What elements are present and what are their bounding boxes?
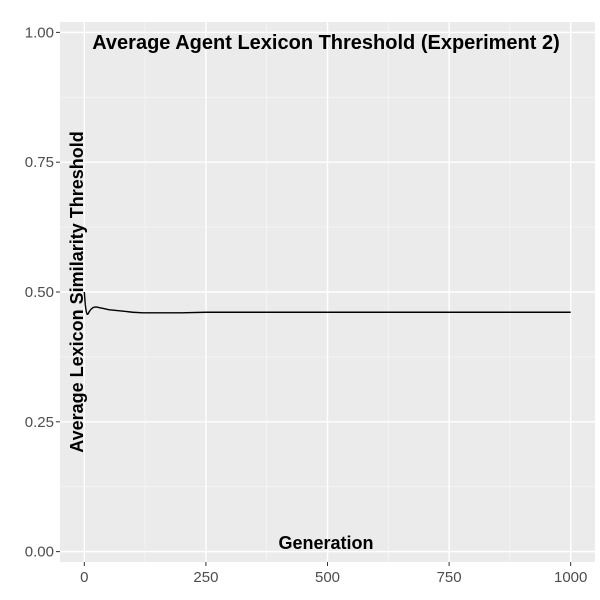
x-tick-label: 0 (80, 569, 88, 586)
x-axis-ticks: 0 250 500 750 1000 (80, 562, 587, 586)
chart-title: Average Agent Lexicon Threshold (Experim… (92, 32, 560, 54)
x-tick-label: 1000 (554, 569, 587, 586)
x-tick-label: 250 (193, 569, 218, 586)
major-gridlines (60, 22, 595, 562)
x-tick-label: 750 (437, 569, 462, 586)
y-tick-label: 0.75 (25, 154, 54, 171)
y-tick-label: 0.00 (25, 544, 54, 561)
y-tick-label: 1.00 (25, 24, 54, 41)
y-axis-ticks: 0.00 0.25 0.50 0.75 1.00 (25, 24, 60, 561)
y-tick-label: 0.25 (25, 414, 54, 431)
series-layer (83, 291, 571, 316)
series-line (83, 291, 571, 316)
y-tick-label: 0.50 (25, 284, 54, 301)
x-axis-title: Generation (278, 533, 373, 553)
y-axis-title: Average Lexicon Similarity Threshold (67, 131, 87, 452)
x-tick-label: 500 (315, 569, 340, 586)
